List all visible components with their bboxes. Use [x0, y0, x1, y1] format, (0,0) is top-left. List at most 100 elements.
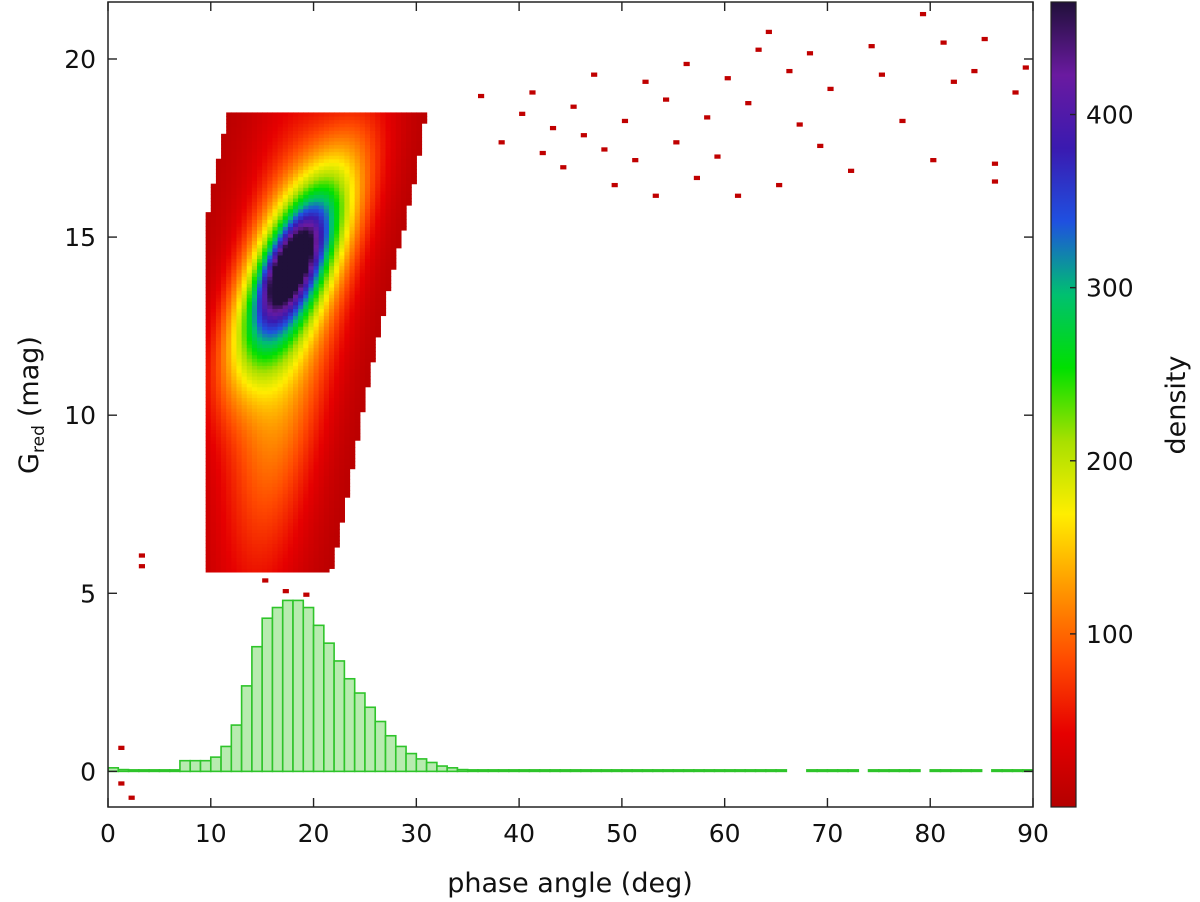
density-cell: [359, 315, 366, 320]
density-cell: [385, 215, 392, 220]
density-cell: [215, 165, 222, 171]
density-cell: [349, 276, 356, 281]
density-cell: [406, 119, 412, 124]
density-cell: [339, 233, 345, 238]
density-cell: [251, 112, 258, 117]
density-cell: [282, 418, 289, 423]
density-cell: [323, 482, 330, 488]
density-cell: [293, 347, 299, 352]
density-cell: [262, 319, 268, 324]
density-cell: [272, 457, 279, 463]
density-cell: [262, 301, 268, 306]
density-cell: [241, 465, 248, 470]
density-cell: [267, 358, 274, 363]
density-cell: [308, 190, 315, 195]
density-cell: [277, 212, 284, 217]
density-cell: [267, 568, 274, 573]
density-cell: [251, 262, 258, 267]
density-cell: [334, 379, 340, 384]
density-cell: [380, 144, 387, 149]
density-cell: [257, 454, 263, 459]
density-cell: [308, 354, 315, 359]
density-cell: [298, 222, 304, 227]
density-cell: [293, 543, 299, 548]
density-cell: [221, 194, 227, 199]
density-cell: [344, 447, 351, 452]
density-cell: [282, 351, 289, 356]
density-cell: [308, 155, 315, 160]
density-cell: [282, 557, 289, 562]
density-cell: [349, 283, 356, 288]
density-cell: [246, 162, 253, 167]
density-cell: [215, 568, 222, 573]
density-cell: [287, 254, 294, 260]
density-cell: [210, 475, 217, 480]
density-cell: [241, 144, 248, 149]
density-cell: [344, 148, 351, 153]
density-cell: [385, 283, 392, 288]
density-cell: [339, 365, 345, 370]
density-cell: [282, 465, 289, 470]
density-cell: [349, 148, 356, 153]
density-cell: [210, 329, 217, 334]
density-cell: [251, 539, 258, 545]
density-cell: [293, 322, 299, 327]
density-cell: [241, 546, 248, 552]
density-cell: [293, 304, 299, 309]
density-cell: [328, 475, 335, 480]
density-cell: [344, 283, 351, 288]
density-cell: [364, 251, 371, 256]
density-cell: [293, 482, 299, 488]
density-cell: [293, 418, 299, 423]
density-cell: [364, 308, 371, 313]
density-cell: [303, 215, 310, 220]
density-cell: [277, 511, 284, 516]
density-cell: [272, 497, 279, 502]
density-cell: [339, 347, 345, 352]
density-cell: [226, 201, 232, 206]
density-cell: [308, 536, 315, 541]
density-cell: [400, 222, 407, 227]
density-cell: [313, 383, 320, 388]
density-cell: [236, 568, 243, 573]
density-cell: [334, 290, 340, 295]
density-cell: [293, 436, 299, 441]
density-cell: [262, 390, 268, 395]
density-cell: [267, 336, 274, 341]
density-cell: [251, 219, 258, 224]
density-cell: [236, 408, 243, 413]
density-cell: [303, 400, 310, 406]
density-cell: [246, 472, 253, 477]
density-cell: [370, 240, 376, 245]
density-cell: [210, 561, 217, 566]
density-cell: [298, 326, 304, 331]
density-cell: [298, 522, 304, 527]
density-cell: [210, 415, 217, 420]
density-cell: [215, 365, 222, 370]
density-cell: [339, 393, 345, 398]
density-cell: [277, 468, 284, 473]
density-cell: [241, 393, 248, 398]
density-cell: [287, 237, 294, 242]
density-cell: [298, 493, 304, 498]
density-cell: [323, 133, 330, 138]
density-cell: [246, 415, 253, 420]
density-cell: [318, 133, 325, 138]
density-cell: [257, 539, 263, 545]
density-cell: [282, 308, 289, 313]
density-cell: [231, 326, 238, 331]
density-cell: [416, 144, 423, 149]
density-cell: [277, 557, 284, 562]
density-cell: [359, 126, 366, 131]
density-cell: [344, 475, 351, 480]
density-cell: [251, 290, 258, 295]
density-cell: [293, 539, 299, 545]
density-cell: [267, 144, 274, 149]
density-cell: [210, 351, 217, 356]
density-cell: [339, 201, 345, 206]
density-cell: [241, 258, 248, 263]
density-cell: [267, 482, 274, 488]
density-cell: [334, 151, 340, 156]
density-cell: [364, 240, 371, 245]
density-cell: [308, 262, 315, 267]
